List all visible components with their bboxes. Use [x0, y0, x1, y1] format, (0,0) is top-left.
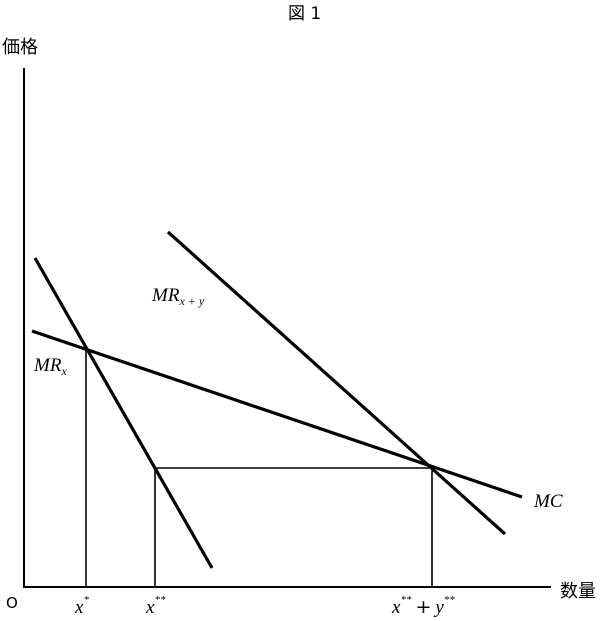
mc-label: MC — [533, 491, 563, 512]
mr-xy-label: MRx + y — [151, 285, 205, 308]
y-axis-label: 価格 — [2, 37, 38, 58]
mc-curve — [31, 329, 523, 499]
x-axis-label: 数量 — [560, 581, 596, 602]
mr-xy-curve — [166, 230, 507, 536]
mr-x-curve — [33, 257, 214, 569]
x-2star-tick: x** — [145, 594, 166, 618]
x-star-tick: x* — [74, 594, 89, 618]
mr-x-label: MRx — [33, 355, 67, 378]
origin-label: O — [6, 594, 18, 612]
x-2star-plus-y-2star-tick: x** + y** — [391, 594, 455, 618]
figure-title: 図 1 — [288, 4, 321, 24]
